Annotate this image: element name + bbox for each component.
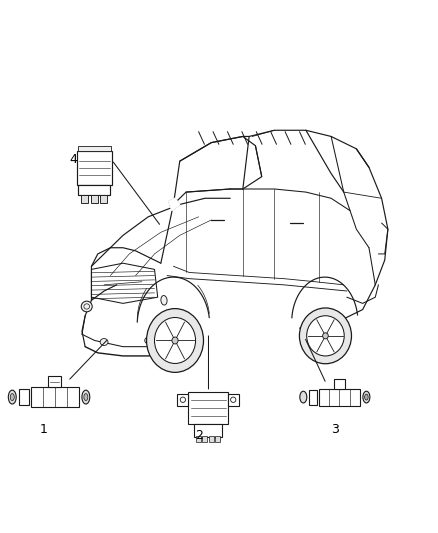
- Ellipse shape: [307, 316, 344, 356]
- Ellipse shape: [147, 309, 204, 373]
- FancyBboxPatch shape: [91, 195, 98, 203]
- Ellipse shape: [82, 390, 90, 404]
- Ellipse shape: [161, 295, 167, 305]
- Ellipse shape: [145, 337, 152, 344]
- Ellipse shape: [363, 391, 370, 403]
- FancyBboxPatch shape: [309, 390, 317, 405]
- FancyBboxPatch shape: [19, 389, 29, 405]
- Ellipse shape: [11, 393, 14, 401]
- FancyBboxPatch shape: [215, 436, 220, 442]
- Ellipse shape: [323, 333, 328, 339]
- Ellipse shape: [300, 391, 307, 403]
- FancyBboxPatch shape: [31, 387, 79, 407]
- Ellipse shape: [84, 393, 88, 401]
- FancyBboxPatch shape: [78, 146, 111, 150]
- FancyBboxPatch shape: [77, 150, 112, 185]
- FancyBboxPatch shape: [228, 394, 239, 406]
- Ellipse shape: [100, 338, 108, 345]
- Ellipse shape: [155, 318, 195, 364]
- Text: 2: 2: [195, 429, 203, 442]
- FancyBboxPatch shape: [334, 379, 345, 389]
- Ellipse shape: [81, 301, 92, 312]
- FancyBboxPatch shape: [202, 436, 207, 442]
- FancyBboxPatch shape: [177, 394, 188, 406]
- FancyBboxPatch shape: [81, 195, 88, 203]
- Ellipse shape: [8, 390, 16, 404]
- Ellipse shape: [364, 394, 368, 400]
- Ellipse shape: [172, 337, 178, 344]
- FancyBboxPatch shape: [194, 424, 223, 437]
- Ellipse shape: [300, 308, 351, 364]
- FancyBboxPatch shape: [48, 376, 61, 387]
- Text: 1: 1: [40, 423, 48, 435]
- FancyBboxPatch shape: [188, 392, 228, 424]
- FancyBboxPatch shape: [100, 195, 107, 203]
- FancyBboxPatch shape: [319, 389, 360, 406]
- FancyBboxPatch shape: [209, 436, 214, 442]
- FancyBboxPatch shape: [78, 185, 110, 195]
- Text: 3: 3: [331, 423, 339, 435]
- Polygon shape: [169, 198, 180, 211]
- FancyBboxPatch shape: [196, 436, 201, 442]
- Text: 4: 4: [70, 154, 78, 166]
